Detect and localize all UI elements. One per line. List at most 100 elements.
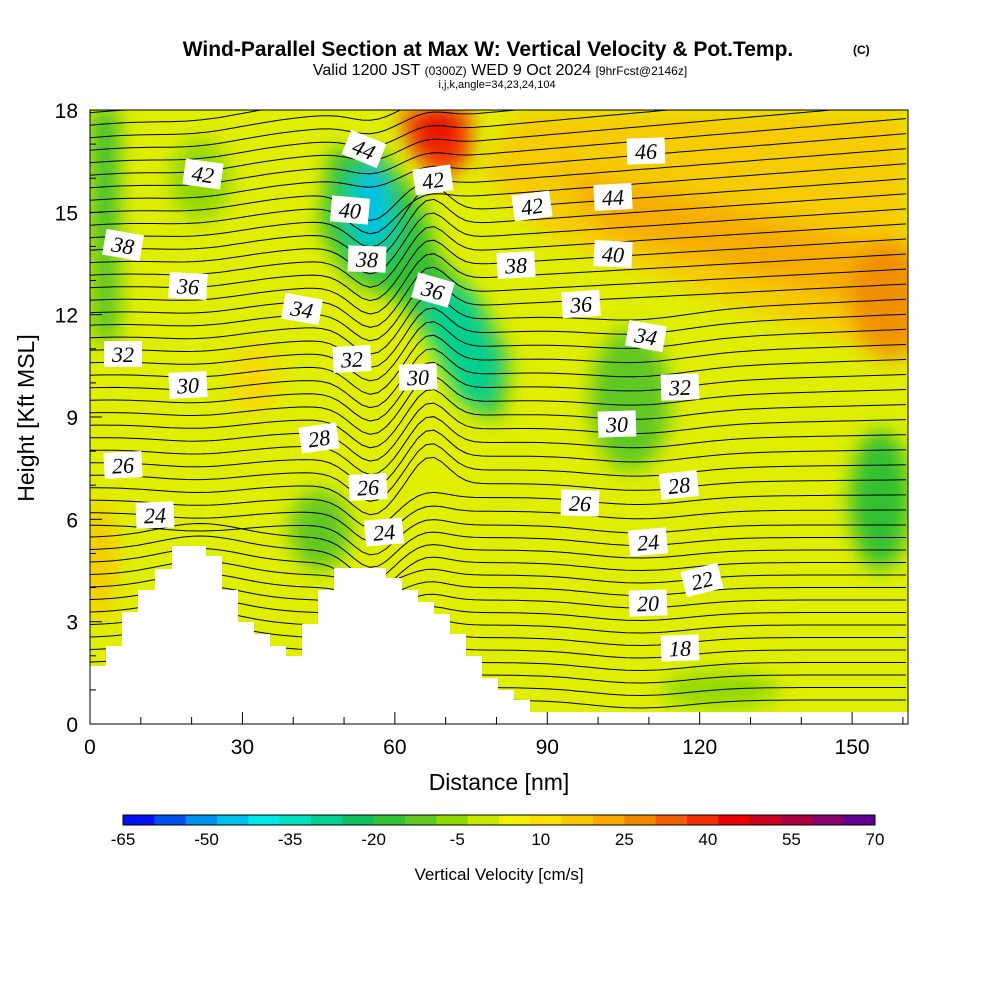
colorbar-label: Vertical Velocity [cm/s] [414,865,583,884]
colorbar-tick-label: 40 [698,830,717,849]
contour-label-box [104,341,142,367]
isentrope-line [90,133,907,201]
field-positive-peak [420,110,456,145]
plot-area [90,110,908,724]
contour-label: 32 [332,345,372,373]
contour-label-text: 26 [111,452,134,478]
contour-label: 36 [168,272,208,300]
title-block: Wind-Parallel Section at Max W: Vertical… [183,38,870,91]
isentrope-line [90,402,907,462]
y-tick-label: 15 [55,202,78,225]
colorbar-swatch [217,815,249,825]
contour-label-box [658,470,700,500]
contour-label: 30 [597,410,637,438]
isentrope-line [90,163,907,235]
x-axis: 0 30 60 90 120 150 [84,712,904,759]
colorbar-swatch [812,815,845,825]
isentrope-line [90,110,838,176]
field-negative-lower [420,290,500,410]
isentrope-line [90,110,265,126]
contour-label-text: 42 [519,193,544,221]
colorbar-tick-label: -5 [450,830,465,849]
contour-label: 32 [660,373,700,401]
contour-label-text: 36 [568,291,593,318]
colorbar-tick-label: 70 [866,830,885,849]
colorbar-swatch [843,815,876,825]
colorbar-swatch [248,815,281,825]
contour-label: 20 [628,589,668,617]
y-tick-label: 0 [66,714,78,737]
y-tick-label: 6 [66,509,78,532]
isentrope-line [90,522,906,568]
colorbar-swatch [781,815,813,825]
isentrope-line [90,266,907,328]
contour-label-text: 44 [601,184,624,210]
contour-label: 44 [341,129,387,169]
isentrope-line [90,208,907,275]
x-tick-label: 60 [383,736,406,759]
isentrope-line [90,456,907,516]
colorbar-swatch [530,815,563,825]
colorbar-swatch [436,815,469,825]
contour-label-text: 38 [355,247,379,273]
colorbar-swatch [342,815,375,825]
contour-label-text: 34 [632,322,659,351]
contour-label-box [168,371,208,399]
contour-label: 38 [102,228,144,262]
isentrope-line [90,280,907,342]
contour-label-box [135,501,175,529]
colorbar: -65 -50 -35 -20 -5 10 25 40 55 70 [111,814,885,849]
colorbar-frame [122,814,876,826]
contour-label-box [281,292,323,326]
contour-label-box [660,634,700,662]
contour-label-text: 38 [503,252,527,278]
y-tick-label: 18 [55,100,78,123]
contour-label-box [496,251,536,279]
isentrope-line [90,547,906,593]
colorbar-swatch [405,815,437,825]
contour-label: 28 [298,422,340,454]
chart-title: Wind-Parallel Section at Max W: Vertical… [183,38,794,61]
colorbar-swatch [718,815,751,825]
contour-label: 26 [560,489,600,517]
isentrope-line [90,110,402,139]
field-yellow-mid-1 [233,345,277,415]
colorbar-swatch [561,815,594,825]
contour-label-text: 20 [637,591,660,617]
contour-label-text: 30 [406,365,430,391]
isentrope-line [90,110,522,151]
title-mark: (C) [853,43,870,57]
x-tick-label: 0 [84,736,96,759]
contour-label: 30 [398,363,438,391]
isentrope-line [90,375,907,435]
isentrope-line [90,429,907,489]
isentrope-line [90,293,907,355]
subtitle-date: WED 9 Oct 2024 [471,62,591,79]
colorbar-swatch [593,815,625,825]
contour-label-text: 26 [356,474,379,500]
contour-label-text: 24 [144,503,167,529]
contour-label-text: 30 [175,372,199,398]
colorbar-swatch [687,815,719,825]
isentrope-line [90,321,907,382]
contour-label-box [298,422,340,454]
subtitle-utc: (0300Z) [425,64,467,78]
colorbar-tick-label: -20 [361,830,386,849]
contour-label-text: 32 [339,346,363,372]
contour-label-box [628,589,668,617]
isentrope-line [90,307,907,369]
contour-label: 26 [103,451,143,479]
colorbar-tick-label: 55 [782,830,801,849]
isentrope-line [90,572,906,598]
contour-labels: 18 20 22 24 24 24 26 26 26 28 28 30 30 30 32 32 32 34 34 36… [102,129,724,662]
isentrope-line [90,388,907,449]
isentrope-line [90,535,906,581]
y-axis-label: Height [Kft MSL] [13,334,39,501]
contour-label-text: 38 [109,231,136,260]
contour-label: 38 [496,251,536,279]
colorbar-swatch [655,815,688,825]
contour-label-text: 18 [669,636,692,662]
colorbar-swatch [154,815,187,825]
colorbar-tick-label: -65 [111,830,136,849]
colorbar-swatch [279,815,312,825]
